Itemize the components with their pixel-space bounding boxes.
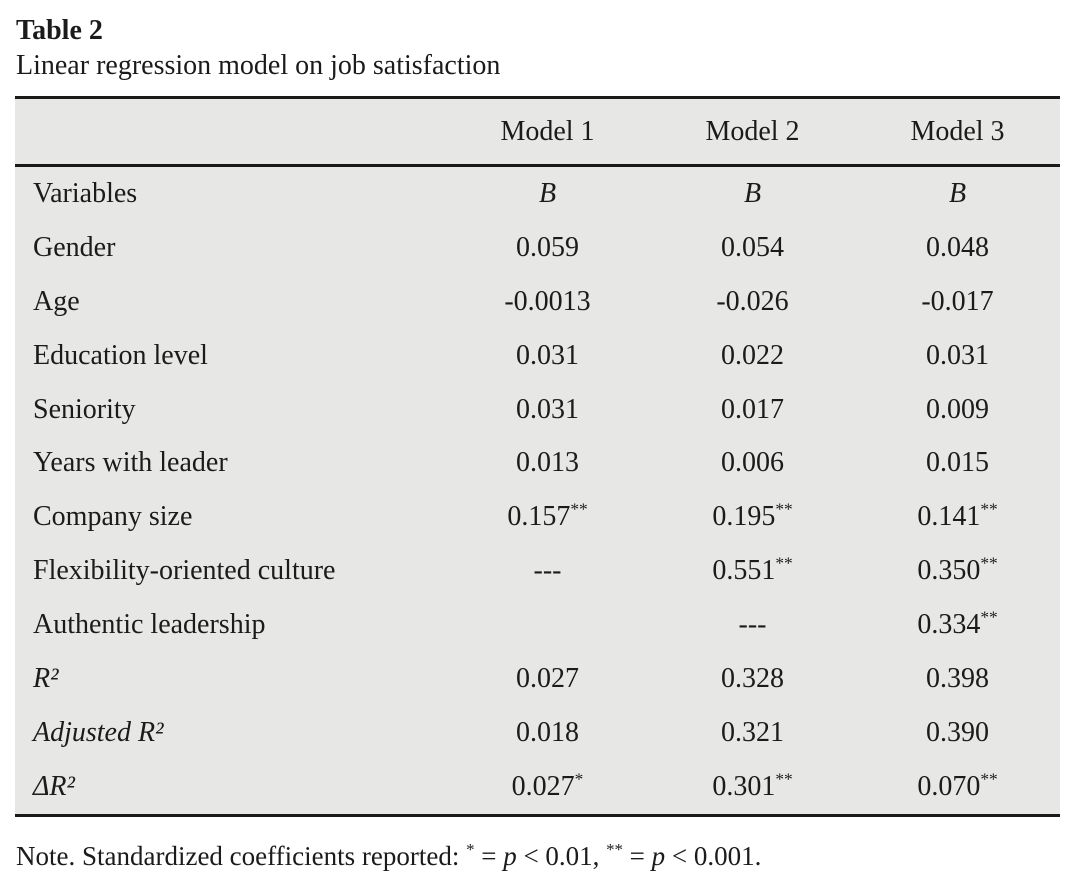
note-text: p <box>651 840 666 871</box>
significance-stars: ** <box>980 769 998 789</box>
cell-value: 0.328 <box>721 662 784 694</box>
significance-stars: ** <box>980 607 998 627</box>
column-header-model1: Model 1 <box>500 115 595 147</box>
cell-value: 0.027 <box>516 662 579 694</box>
cell-value: 0.017 <box>721 393 784 425</box>
note-text: = <box>622 840 652 871</box>
table-header-row: Model 1 Model 2 Model 3 <box>15 99 1060 167</box>
cell-value: B <box>948 177 967 209</box>
cell-value: 0.031 <box>926 339 989 371</box>
cell-value: 0.551** <box>712 553 793 587</box>
table-note: Note. Standardized coefficients reported… <box>16 839 1070 873</box>
row-label: Adjusted R² <box>33 716 164 748</box>
significance-stars: ** <box>980 553 998 573</box>
significance-stars: ** <box>570 499 588 519</box>
cell-value: 0.334** <box>917 607 998 641</box>
note-text: < 0.001. <box>665 840 762 871</box>
cell-value: 0.195** <box>712 499 793 533</box>
table-row: ΔR² 0.027* 0.301** 0.070** <box>15 760 1060 814</box>
cell-value: 0.009 <box>926 393 989 425</box>
significance-stars: ** <box>606 839 623 859</box>
cell-value: 0.398 <box>926 662 989 694</box>
table-caption: Table 2 Linear regression model on job s… <box>16 13 1070 83</box>
cell-value: 0.006 <box>721 447 784 479</box>
table-title: Linear regression model on job satisfact… <box>16 50 501 81</box>
cell-value: -0.017 <box>921 285 994 317</box>
cell-value: -0.0013 <box>504 285 591 317</box>
significance-stars: * <box>574 769 584 789</box>
table-row: Education level 0.031 0.022 0.031 <box>15 329 1060 383</box>
significance-stars: ** <box>775 769 793 789</box>
significance-stars: ** <box>980 499 998 519</box>
cell-value: 0.141** <box>917 499 998 533</box>
row-label: Gender <box>33 231 116 263</box>
column-header-model2: Model 2 <box>705 115 800 147</box>
cell-value: 0.059 <box>516 231 579 263</box>
row-label: Flexibility-oriented culture <box>33 555 336 587</box>
table-number: Table 2 <box>16 15 103 46</box>
cell-value: --- <box>533 555 562 587</box>
cell-value: 0.054 <box>721 231 784 263</box>
note-text: Note. Standardized coefficients reported… <box>16 840 467 871</box>
table-body: Variables B B B Gender 0.059 0.054 0.048 Age -0.0… <box>15 167 1060 814</box>
table-row: Adjusted R² 0.018 0.321 0.390 <box>15 706 1060 760</box>
row-label: Authentic leadership <box>33 609 266 641</box>
regression-table: Model 1 Model 2 Model 3 Variables B B B Gend… <box>15 96 1060 817</box>
significance-stars: * <box>466 839 475 859</box>
row-label: ΔR² <box>33 770 75 802</box>
significance-stars: ** <box>775 553 793 573</box>
table-row: Flexibility-oriented culture --- 0.551** 0.… <box>15 544 1060 598</box>
cell-value: 0.048 <box>926 231 989 263</box>
note-text: < 0.01, <box>516 840 607 871</box>
cell-value: 0.070** <box>917 769 998 802</box>
cell-value: -0.026 <box>716 285 789 317</box>
table-row: Gender 0.059 0.054 0.048 <box>15 221 1060 275</box>
cell-value: 0.350** <box>917 553 998 587</box>
row-label: Seniority <box>33 393 136 425</box>
note-text: p <box>503 840 517 871</box>
row-label: Variables <box>33 177 138 209</box>
cell-value: --- <box>738 609 767 641</box>
table-row: Seniority 0.031 0.017 0.009 <box>15 383 1060 437</box>
row-label: Education level <box>33 339 208 371</box>
table-row: Age -0.0013 -0.026 -0.017 <box>15 275 1060 329</box>
significance-stars: ** <box>775 499 793 519</box>
cell-value: 0.015 <box>926 447 989 479</box>
column-header-model3: Model 3 <box>910 115 1005 147</box>
table-row: Years with leader 0.013 0.006 0.015 <box>15 436 1060 490</box>
cell-value: 0.321 <box>721 716 784 748</box>
cell-value: 0.301** <box>712 769 793 802</box>
table-row: Company size 0.157** 0.195** 0.141** <box>15 490 1060 544</box>
row-label: Age <box>33 285 80 317</box>
table-row: Authentic leadership --- 0.334** <box>15 598 1060 652</box>
note-text: = <box>474 840 504 871</box>
row-label: R² <box>33 662 59 694</box>
cell-value: 0.013 <box>516 447 579 479</box>
cell-value: 0.022 <box>721 339 784 371</box>
cell-value: 0.390 <box>926 716 989 748</box>
row-label: Company size <box>33 501 193 533</box>
table-row: Variables B B B <box>15 167 1060 221</box>
cell-value: 0.031 <box>516 393 579 425</box>
cell-value: 0.031 <box>516 339 579 371</box>
row-label: Years with leader <box>33 447 228 479</box>
cell-value: B <box>743 177 762 209</box>
cell-value: B <box>538 177 557 209</box>
cell-value: 0.027* <box>511 769 584 802</box>
cell-value: 0.157** <box>507 499 588 533</box>
table-row: R² 0.027 0.328 0.398 <box>15 652 1060 706</box>
cell-value: 0.018 <box>516 716 579 748</box>
